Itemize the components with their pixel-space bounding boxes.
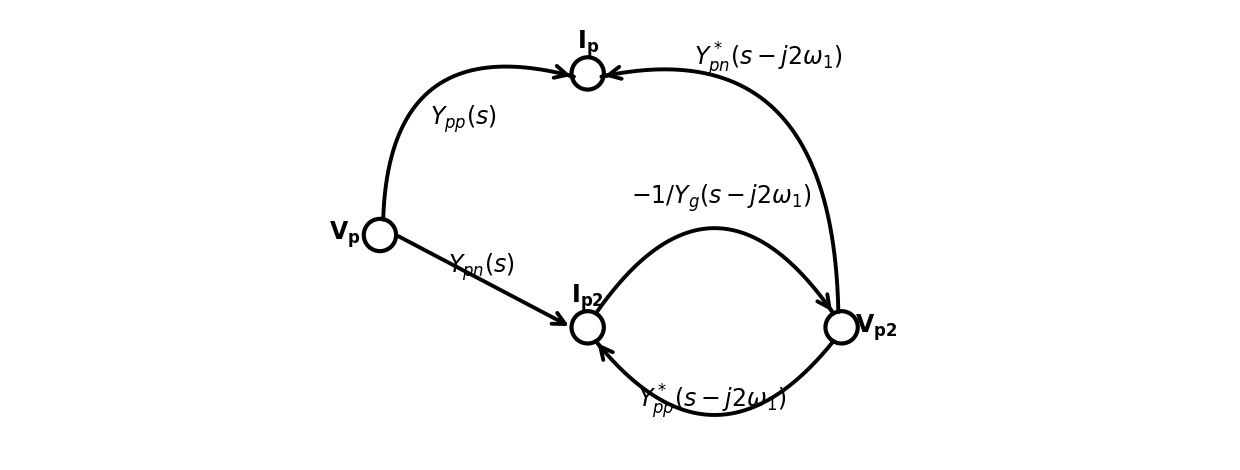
- Text: $Y^*_{pn}(s-j2\omega_1)$: $Y^*_{pn}(s-j2\omega_1)$: [694, 40, 842, 79]
- Text: $\mathbf{V_{p2}}$: $\mathbf{V_{p2}}$: [856, 312, 898, 343]
- Text: $-1/Y_g(s-j2\omega_1)$: $-1/Y_g(s-j2\omega_1)$: [631, 182, 812, 214]
- Text: $Y_{pp}(s)$: $Y_{pp}(s)$: [429, 104, 496, 135]
- Text: $Y_{pn}(s)$: $Y_{pn}(s)$: [448, 251, 515, 283]
- Text: $\mathbf{V_p}$: $\mathbf{V_p}$: [330, 219, 361, 251]
- Text: $Y^*_{pp}(s-j2\omega_1)$: $Y^*_{pp}(s-j2\omega_1)$: [639, 382, 786, 421]
- Text: $\mathbf{I_p}$: $\mathbf{I_p}$: [577, 28, 599, 59]
- Text: $\mathbf{I_{p2}}$: $\mathbf{I_{p2}}$: [572, 282, 604, 313]
